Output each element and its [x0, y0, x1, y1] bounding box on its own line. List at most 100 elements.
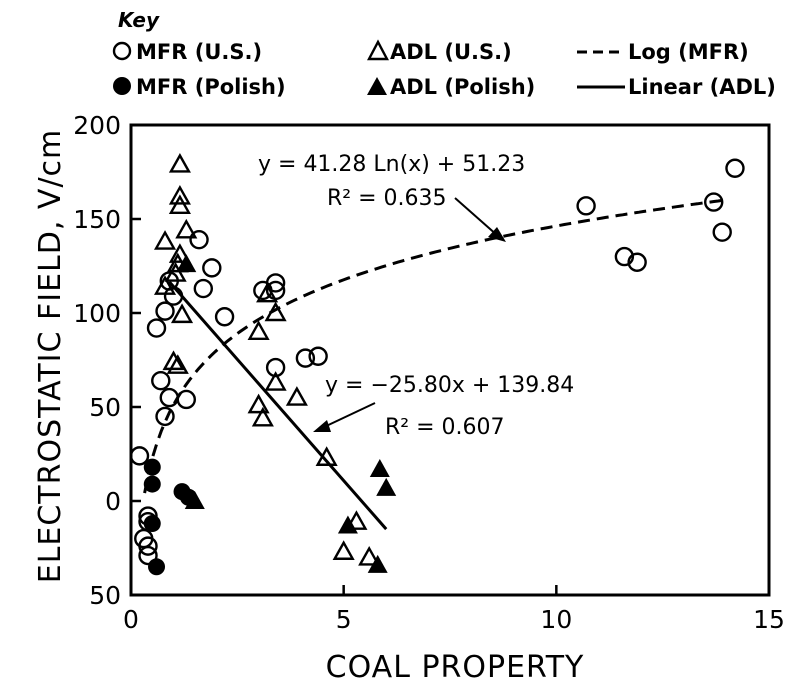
log-fit-line	[143, 198, 727, 494]
adl-us-point	[247, 320, 270, 340]
y-tick-label: 50	[89, 581, 121, 610]
fit-lines	[143, 198, 727, 531]
legend-marker-open-triangle	[367, 39, 389, 61]
mfr-us-point	[138, 536, 158, 556]
mfr-polish-point	[143, 475, 161, 493]
y-tick-label: 50	[89, 393, 121, 422]
x-tick-label: 10	[540, 605, 572, 634]
mfr-us-point	[308, 346, 328, 366]
linear-fit-r-squared: R² = 0.607	[385, 415, 505, 440]
adl-us-point	[166, 354, 189, 374]
linear-fit-line	[168, 280, 388, 531]
adl-us-point	[285, 386, 308, 406]
legend-label-mfr-us: MFR (U.S.)	[136, 40, 262, 64]
legend-label-adl-polish: ADL (Polish)	[390, 75, 535, 99]
legend-title: Key	[118, 8, 160, 32]
adl-polish-point	[376, 477, 397, 496]
mfr-us-point	[265, 357, 286, 378]
linear-fit-equation: y = −25.80x + 139.84	[325, 373, 574, 398]
mfr-us-point	[704, 192, 724, 212]
legend-entry-linear-adl: Linear (ADL)	[577, 75, 776, 99]
y-tick-label: 200	[73, 111, 121, 140]
mfr-us-point	[295, 348, 316, 368]
adl-us-point	[247, 393, 270, 414]
adl-polish-point	[337, 515, 358, 534]
mfr-us-point	[138, 545, 158, 566]
log-fit-equation: y = 41.28 Ln(x) + 51.23	[258, 152, 525, 177]
legend-entry-mfr-us: MFR (U.S.)	[112, 40, 262, 64]
mfr-us-point	[176, 389, 196, 410]
mfr-us-point	[725, 158, 745, 178]
x-tick-label: 15	[753, 605, 785, 634]
x-tick-label: 0	[123, 605, 139, 634]
mfr-polish-point	[148, 558, 166, 576]
mfr-us-point	[155, 406, 175, 427]
mfr-us-point	[193, 278, 214, 299]
legend-label-log-mfr: Log (MFR)	[628, 40, 749, 64]
mfr-us-point	[214, 307, 235, 327]
y-tick-label: 150	[73, 205, 121, 234]
adl-us-point	[162, 350, 185, 371]
legend-label-adl-us: ADL (U.S.)	[390, 40, 512, 64]
adl-us-point	[315, 446, 338, 466]
mfr-polish-point	[143, 458, 161, 476]
linear-fit-arrow-head	[313, 420, 331, 432]
legend-entry-log-mfr: Log (MFR)	[577, 40, 749, 64]
x-tick-label: 5	[336, 605, 352, 634]
adl-polish-point	[367, 554, 388, 573]
adl-us-point	[168, 243, 191, 263]
adl-us-point	[256, 282, 279, 303]
mfr-us-point	[146, 318, 167, 338]
legend-entry-adl-polish: ADL (Polish)	[367, 75, 535, 99]
adl-us-point	[153, 275, 177, 295]
adl-us-point	[345, 510, 368, 530]
log-fit-r-squared: R² = 0.635	[327, 186, 447, 211]
mfr-us-point	[614, 246, 635, 267]
legend: Key MFR (U.S.) ADL (U.S.) Log (MFR) MFR …	[112, 8, 776, 99]
linear-fit-arrow	[321, 402, 376, 429]
y-tick-label: 0	[105, 487, 121, 516]
adl-us-point	[175, 218, 198, 239]
adl-us-point	[153, 230, 177, 250]
adl-polish-point	[176, 254, 197, 273]
mfr-us-point	[129, 446, 150, 466]
legend-label-linear-adl: Linear (ADL)	[628, 75, 776, 99]
mfr-us-point	[151, 370, 171, 391]
adl-us-point	[251, 406, 274, 427]
mfr-us-point	[202, 258, 222, 278]
legend-marker-open-circle	[112, 41, 132, 61]
y-tick-label: 100	[73, 299, 121, 328]
adl-us-point	[264, 371, 287, 391]
mfr-us-point	[189, 229, 209, 250]
adl-us-point	[170, 303, 194, 324]
adl-us-point	[264, 301, 287, 322]
legend-label-mfr-polish: MFR (Polish)	[136, 75, 286, 99]
y-axis-label: ELECTROSTATIC FIELD, V/cm	[33, 129, 68, 584]
mfr-us-point	[712, 222, 732, 242]
annotations: y = 41.28 Ln(x) + 51.23 R² = 0.635 y = −…	[258, 152, 574, 440]
legend-marker-filled-triangle	[367, 77, 387, 95]
x-axis-label: COAL PROPERTY	[326, 650, 585, 685]
legend-marker-filled-circle	[113, 77, 131, 95]
adl-us-point	[332, 540, 355, 560]
legend-entry-mfr-polish: MFR (Polish)	[113, 75, 286, 99]
adl-us-point	[168, 184, 191, 205]
mfr-us-point	[576, 196, 596, 216]
log-fit-arrow	[454, 197, 499, 237]
adl-polish-point	[184, 491, 205, 509]
adl-us-point	[168, 194, 191, 215]
adl-us-point	[168, 153, 191, 173]
mfr-polish-point	[143, 515, 161, 533]
mfr-us-point	[627, 252, 647, 272]
plot-frame	[129, 123, 771, 597]
adl-polish-point	[369, 459, 390, 478]
log-fit-arrow-head	[488, 227, 506, 242]
adl-us-point	[164, 262, 187, 282]
adl-us-point	[358, 545, 381, 566]
mfr-us-point	[159, 387, 179, 408]
mfr-us-point	[155, 301, 175, 321]
data-points	[129, 153, 745, 576]
legend-entry-adl-us: ADL (U.S.)	[367, 39, 512, 64]
